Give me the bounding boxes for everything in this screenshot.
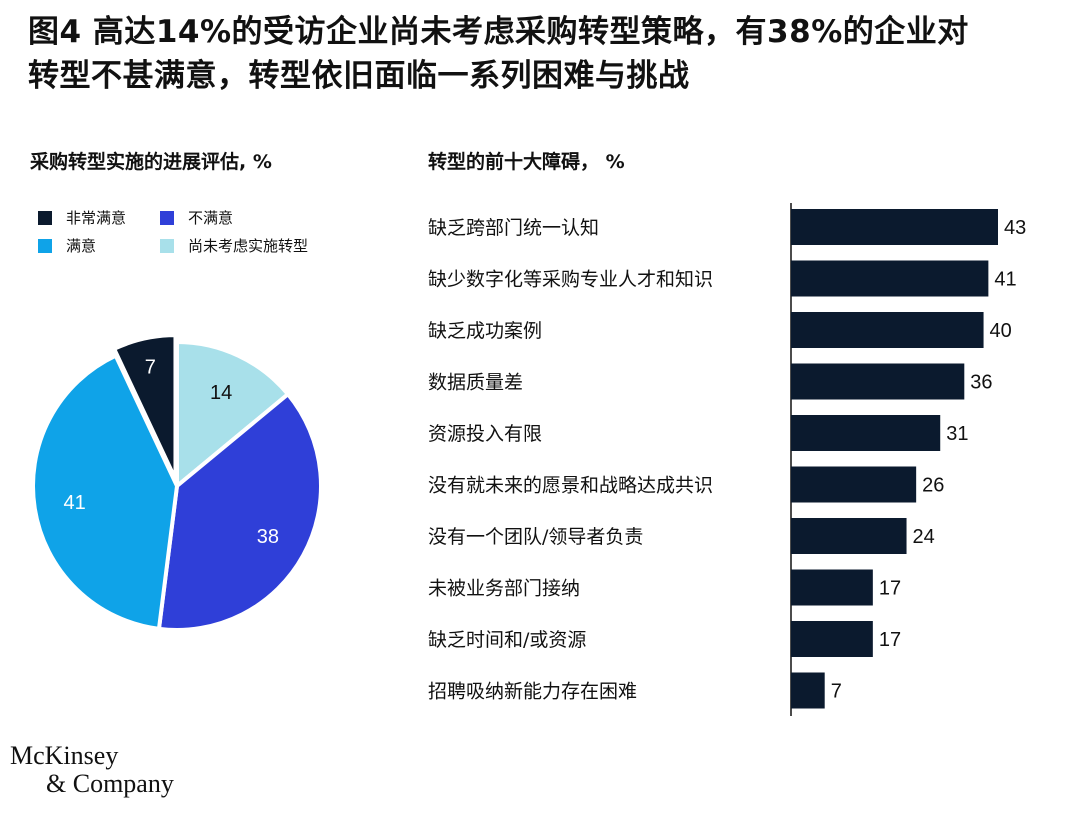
bar: [791, 621, 873, 657]
logo-line-1: McKinsey: [10, 741, 119, 770]
pie-legend: 非常满意 不满意 满意 尚未考虑实施转型: [38, 207, 368, 267]
bar: [791, 363, 965, 400]
pie-slice-label: 14: [210, 382, 232, 404]
pie-slice-label: 38: [257, 526, 279, 548]
logo-line-2: & Company: [46, 769, 174, 798]
legend-label: 满意: [66, 237, 97, 255]
bar-value-label: 43: [1004, 217, 1026, 239]
title-line-2: 转型不甚满意，转型依旧面临一系列困难与挑战: [28, 58, 690, 94]
pie-slice: [156, 391, 323, 632]
legend-swatch: [38, 210, 52, 225]
pie-slice-label: 7: [145, 357, 156, 379]
pie-slice: [31, 353, 180, 632]
legend-swatch: [38, 238, 52, 253]
bar-value-label: 7: [831, 681, 842, 703]
bar: [791, 466, 917, 503]
pie-slice: [111, 333, 178, 481]
legend-label: 尚未考虑实施转型: [188, 237, 309, 255]
bar: [791, 260, 989, 297]
bar: [791, 569, 873, 606]
legend-swatch: [160, 238, 174, 253]
pie-slice: [175, 339, 291, 491]
bar-value-label: 24: [913, 526, 935, 548]
legend-item: 非常满意: [38, 207, 126, 228]
bar: [791, 209, 998, 245]
title-line-1: 图4 高达14%的受访企业尚未考虑采购转型策略，有38%的企业对: [28, 14, 969, 50]
legend-swatch: [160, 210, 174, 225]
bar-category-label: 没有就未来的愿景和战略达成共识: [428, 475, 713, 497]
bar: [791, 312, 984, 348]
bar-category-label: 数据质量差: [428, 372, 523, 394]
legend-item: 不满意: [160, 207, 233, 228]
bar: [791, 415, 941, 451]
mckinsey-logo: McKinsey & Company: [10, 742, 174, 798]
bar-value-label: 26: [922, 475, 944, 497]
bar-category-label: 缺乏跨部门统一认知: [428, 217, 599, 239]
bar-value-label: 17: [879, 578, 901, 600]
pie-slice-label: 41: [63, 492, 85, 514]
bar-value-label: 31: [946, 423, 968, 445]
figure-title: 图4 高达14%的受访企业尚未考虑采购转型策略，有38%的企业对 转型不甚满意，…: [28, 10, 1068, 98]
legend-label: 不满意: [188, 209, 234, 227]
bar-category-label: 未被业务部门接纳: [428, 578, 580, 600]
bar: [791, 518, 907, 554]
bar-value-label: 17: [879, 629, 901, 651]
legend-item: 尚未考虑实施转型: [160, 235, 308, 256]
legend-item: 满意: [38, 235, 96, 256]
bar-category-label: 缺少数字化等采购专业人才和知识: [428, 269, 713, 291]
bar-category-label: 资源投入有限: [428, 423, 542, 445]
legend-label: 非常满意: [66, 209, 127, 227]
bar-category-label: 招聘吸纳新能力存在困难: [428, 681, 637, 703]
bar-category-label: 没有一个团队/领导者负责: [428, 526, 643, 548]
bar-value-label: 40: [990, 320, 1012, 342]
pie-chart-title: 采购转型实施的进展评估, %: [30, 151, 272, 173]
bar-value-label: 36: [970, 372, 992, 394]
bar-value-label: 41: [994, 269, 1016, 291]
bar-chart-title: 转型的前十大障碍， %: [428, 151, 625, 173]
bar: [791, 672, 825, 709]
bar-category-label: 缺乏时间和/或资源: [428, 629, 586, 651]
bar-category-label: 缺乏成功案例: [428, 320, 542, 342]
